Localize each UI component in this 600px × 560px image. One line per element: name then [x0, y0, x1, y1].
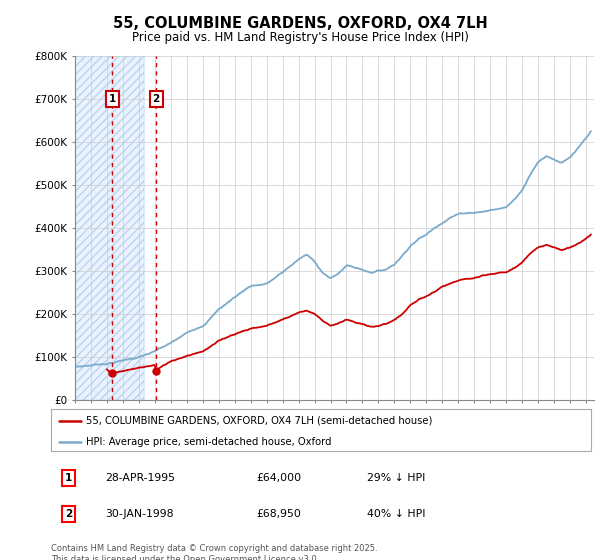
Text: 55, COLUMBINE GARDENS, OXFORD, OX4 7LH: 55, COLUMBINE GARDENS, OXFORD, OX4 7LH [113, 16, 487, 31]
Text: £68,950: £68,950 [256, 508, 301, 519]
Bar [75, 56, 143, 400]
Text: Price paid vs. HM Land Registry's House Price Index (HPI): Price paid vs. HM Land Registry's House … [131, 31, 469, 44]
Text: 1: 1 [65, 473, 72, 483]
Text: 29% ↓ HPI: 29% ↓ HPI [367, 473, 425, 483]
Text: 30-JAN-1998: 30-JAN-1998 [105, 508, 173, 519]
Text: 40% ↓ HPI: 40% ↓ HPI [367, 508, 425, 519]
Text: HPI: Average price, semi-detached house, Oxford: HPI: Average price, semi-detached house,… [86, 437, 332, 446]
Text: 2: 2 [152, 94, 160, 104]
Text: £64,000: £64,000 [256, 473, 301, 483]
Text: Contains HM Land Registry data © Crown copyright and database right 2025.
This d: Contains HM Land Registry data © Crown c… [51, 544, 377, 560]
Bar [75, 56, 143, 400]
Text: 55, COLUMBINE GARDENS, OXFORD, OX4 7LH (semi-detached house): 55, COLUMBINE GARDENS, OXFORD, OX4 7LH (… [86, 416, 433, 426]
Text: 1: 1 [109, 94, 116, 104]
Text: 2: 2 [65, 508, 72, 519]
Text: 28-APR-1995: 28-APR-1995 [105, 473, 175, 483]
